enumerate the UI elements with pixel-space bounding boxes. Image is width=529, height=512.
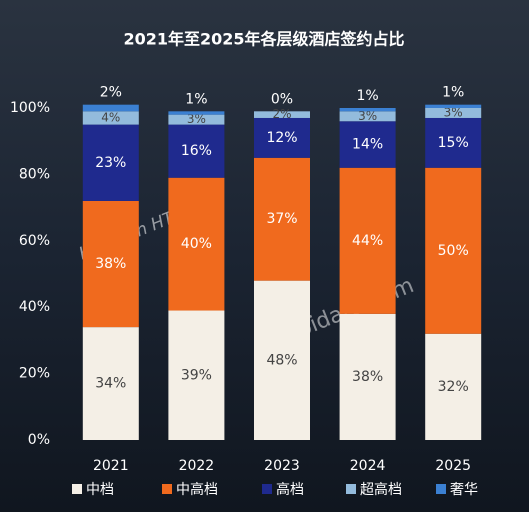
bar-segment (339, 108, 396, 112)
legend-label: 中高档 (176, 481, 218, 498)
legend-swatch (72, 484, 82, 494)
bar-segment (254, 111, 310, 118)
x-tick-label: 2024 (350, 458, 386, 474)
value-label: 23% (95, 155, 126, 171)
bar-segment (254, 280, 310, 440)
legend-label: 超高档 (360, 481, 402, 498)
bar-segment (168, 114, 225, 125)
legend-swatch (436, 484, 446, 494)
x-tick-label: 2022 (179, 458, 215, 474)
legend-label: 奢华 (450, 482, 478, 498)
value-label: 14% (352, 137, 383, 153)
x-tick-label: 2021 (93, 458, 129, 474)
bar-segment (425, 117, 482, 168)
x-tick-label: 2023 (264, 458, 300, 474)
value-label: 34% (95, 376, 126, 392)
value-label: 50% (438, 243, 469, 259)
legend-swatch (346, 484, 356, 494)
value-label: 3% (187, 112, 206, 126)
legend-swatch (162, 484, 172, 494)
y-tick-label: 40% (19, 299, 50, 315)
chart-title: 2021年至2025年各层级酒店签约占比 (123, 30, 404, 49)
value-label: 3% (358, 109, 377, 123)
bar-segment (168, 310, 225, 440)
bar-segment (339, 167, 396, 314)
value-label: 38% (352, 369, 383, 385)
bar-segment (82, 104, 139, 112)
y-tick-label: 60% (19, 233, 50, 249)
value-label: 32% (438, 379, 469, 395)
value-label: 1% (442, 85, 464, 101)
value-label: 4% (101, 110, 120, 124)
value-label: 2% (272, 107, 291, 121)
value-label: 38% (95, 256, 126, 272)
bar-segment (425, 167, 482, 334)
bar-segment (254, 117, 310, 158)
value-label: 3% (444, 105, 463, 119)
value-label: 2% (100, 85, 122, 101)
bar-segment (82, 200, 139, 328)
bar-segment (339, 313, 396, 440)
y-tick-label: 100% (10, 100, 50, 116)
bar-segment (254, 157, 310, 281)
y-tick-label: 0% (28, 432, 50, 448)
value-label: 39% (181, 367, 212, 383)
legend-swatch (262, 484, 272, 494)
bar-segment (425, 108, 482, 118)
bar-segment (82, 327, 139, 440)
bar-segment (425, 104, 482, 108)
bar-segment (168, 124, 225, 178)
value-label: 1% (356, 88, 378, 104)
value-label: 16% (181, 143, 212, 159)
bar-segment (82, 124, 139, 201)
bar-segment (82, 111, 139, 125)
value-label: 1% (185, 91, 207, 107)
bar-segment (339, 111, 396, 122)
value-label: 12% (266, 130, 297, 146)
y-tick-label: 80% (19, 166, 50, 182)
value-label: 15% (438, 135, 469, 151)
bar-segment (425, 333, 482, 440)
bar-segment (339, 121, 396, 168)
bar-segment (168, 177, 225, 311)
value-label: 48% (266, 352, 297, 368)
value-label: 44% (352, 233, 383, 249)
x-tick-label: 2025 (435, 458, 471, 474)
y-tick-label: 20% (19, 366, 50, 382)
value-label: 0% (271, 91, 293, 107)
value-label: 40% (181, 236, 212, 252)
legend-label: 高档 (276, 481, 304, 498)
legend-label: 中档 (86, 482, 114, 498)
value-label: 37% (266, 211, 297, 227)
bar-segment (168, 111, 225, 115)
